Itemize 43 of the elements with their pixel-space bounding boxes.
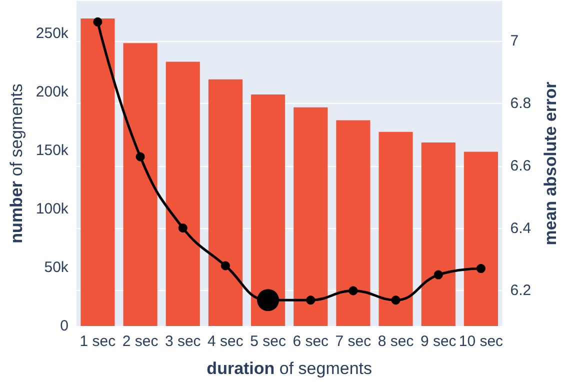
- bar: [208, 79, 242, 326]
- x-tick-label: 3 sec: [164, 333, 202, 350]
- y2-tick-label: 6.6: [510, 157, 532, 174]
- y-tick-label: 0: [60, 318, 68, 334]
- x-tick-label: 2 sec: [122, 333, 159, 350]
- bar: [80, 18, 115, 326]
- point: [306, 296, 316, 305]
- point: [93, 17, 102, 26]
- point: [434, 270, 443, 280]
- y2-tick-label: 7: [510, 32, 519, 50]
- x-tick-label: 10 sec: [458, 333, 504, 350]
- bar: [378, 132, 413, 326]
- x-tick-label: 5 sec: [250, 333, 286, 350]
- y-tick-label: 150k: [36, 142, 69, 160]
- bar: [421, 142, 456, 326]
- point: [178, 223, 188, 232]
- bar: [336, 120, 370, 326]
- point: [220, 261, 230, 270]
- bar: [464, 152, 498, 326]
- y2-tick-label: 6.8: [510, 94, 532, 112]
- bar: [166, 62, 200, 326]
- x-tick-label: 9 sec: [420, 333, 457, 350]
- point: [136, 152, 145, 162]
- y-tick-label: 250k: [36, 25, 69, 42]
- point: [476, 264, 486, 274]
- bar: [294, 107, 328, 326]
- y-tick-label: 200k: [36, 84, 69, 101]
- x-tick-label: 1 sec: [80, 333, 116, 350]
- point: [391, 296, 400, 305]
- x-tick-label: 8 sec: [378, 333, 414, 350]
- x-axis-title: duration of segments: [206, 359, 372, 378]
- bar: [251, 94, 286, 326]
- y2-tick-label: 6.4: [510, 220, 532, 237]
- y2-axis-title: mean absolute error: [541, 81, 560, 246]
- y-axis-title: number of segments: [7, 84, 26, 244]
- x-tick-label: 7 sec: [335, 333, 372, 350]
- y2-tick-label: 6.2: [510, 282, 532, 300]
- y-tick-label: 50k: [44, 259, 69, 276]
- x-tick-label: 6 sec: [292, 333, 330, 350]
- x-tick-label: 4 sec: [208, 333, 244, 350]
- bar: [123, 43, 158, 326]
- point: [348, 286, 358, 296]
- y-tick-label: 100k: [36, 200, 69, 218]
